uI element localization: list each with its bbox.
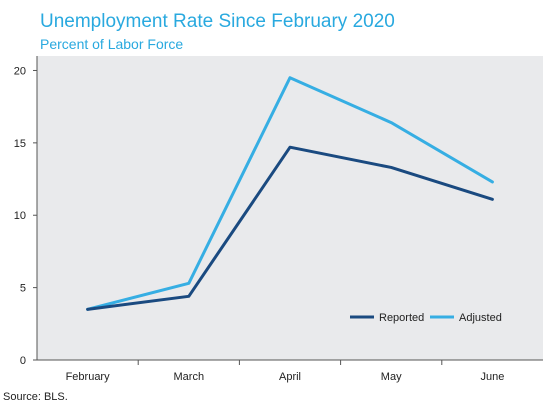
- y-tick-label: 5: [20, 283, 26, 295]
- x-tick-label: June: [480, 371, 504, 383]
- x-ticks: February March April May June: [66, 360, 504, 383]
- x-tick-label: March: [174, 371, 205, 383]
- x-tick-label: February: [66, 371, 111, 383]
- y-ticks: 0 5 10 15 20: [14, 65, 37, 367]
- y-tick-label: 0: [20, 355, 26, 367]
- chart-title: Unemployment Rate Since February 2020: [40, 11, 395, 32]
- x-tick-label: April: [279, 371, 301, 383]
- y-tick-label: 20: [14, 65, 26, 77]
- legend-label-adjusted: Adjusted: [459, 312, 502, 324]
- series-lines: [86, 76, 494, 311]
- plot-area: [37, 56, 543, 360]
- series-line-reported: [86, 145, 494, 311]
- series-line-adjusted: [86, 76, 494, 311]
- y-tick-label: 10: [14, 210, 26, 222]
- x-tick-label: May: [381, 371, 402, 383]
- legend-label-reported: Reported: [379, 312, 424, 324]
- y-tick-label: 15: [14, 138, 26, 150]
- legend: Reported Adjusted: [350, 312, 502, 324]
- chart-subtitle: Percent of Labor Force: [40, 36, 184, 52]
- source-note: Source: BLS.: [3, 391, 68, 403]
